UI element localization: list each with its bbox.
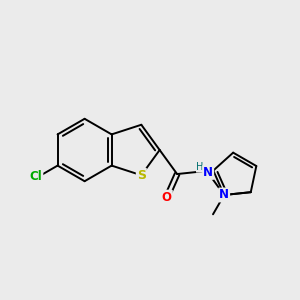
Text: N: N — [203, 166, 213, 179]
Text: H: H — [196, 162, 204, 172]
Text: S: S — [137, 169, 146, 182]
Text: N: N — [219, 188, 229, 202]
Text: O: O — [162, 190, 172, 204]
Text: Cl: Cl — [30, 169, 42, 182]
